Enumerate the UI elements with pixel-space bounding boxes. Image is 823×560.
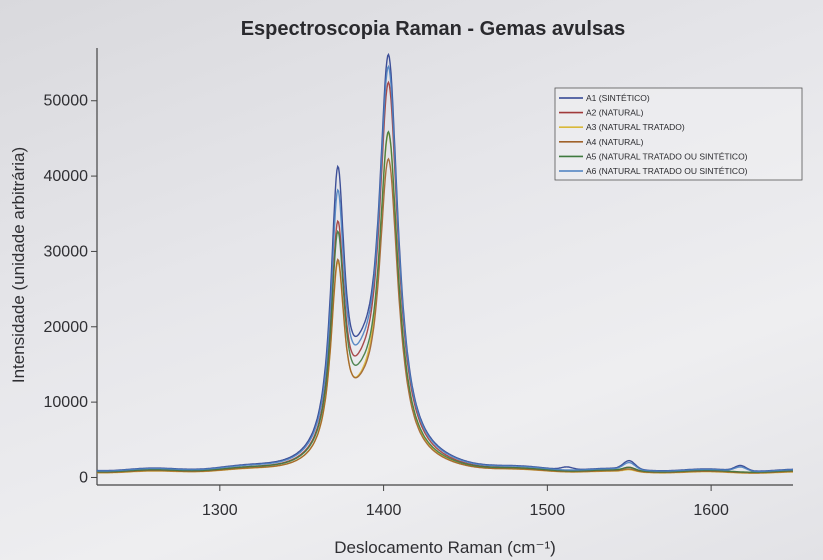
- y-tick-label: 0: [79, 469, 88, 486]
- series-line: [96, 157, 793, 474]
- legend-label: A6 (NATURAL TRATADO OU SINTÉTICO): [586, 166, 748, 176]
- y-tick-label: 50000: [44, 93, 89, 110]
- legend: A1 (SINTÉTICO) A2 (NATURAL) A3 (NATURAL TR…: [554, 87, 803, 181]
- series-line: [97, 130, 793, 473]
- x-axis-ticks: 1300 1400 1500 1600: [202, 485, 729, 519]
- chart-title: Espectroscopia Raman - Gemas avulsas: [241, 18, 626, 40]
- x-tick-label: 1600: [693, 502, 729, 519]
- series-line: [96, 131, 793, 474]
- legend-label: A2 (NATURAL): [586, 108, 644, 118]
- x-tick-label: 1400: [366, 502, 402, 519]
- y-axis-ticks: 0 10000 20000 30000 40000 50000: [44, 93, 97, 486]
- legend-label: A3 (NATURAL TRATADO): [586, 122, 685, 132]
- series-line: [97, 64, 793, 473]
- plot-area: [96, 48, 793, 486]
- x-tick-label: 1300: [202, 502, 238, 519]
- y-axis-title: Intensidade (unidade arbitrária): [9, 147, 28, 383]
- y-tick-label: 30000: [44, 243, 89, 260]
- y-tick-label: 20000: [44, 319, 89, 336]
- x-axis-title: Deslocamento Raman (cm⁻¹): [334, 538, 556, 557]
- y-tick-label: 40000: [44, 168, 89, 185]
- y-tick-label: 10000: [44, 394, 89, 411]
- legend-label: A1 (SINTÉTICO): [586, 93, 650, 103]
- legend-label: A4 (NATURAL): [586, 137, 644, 147]
- x-tick-label: 1500: [530, 502, 566, 519]
- legend-label: A5 (NATURAL TRATADO OU SINTÉTICO): [586, 151, 748, 161]
- legend-box: [554, 87, 803, 181]
